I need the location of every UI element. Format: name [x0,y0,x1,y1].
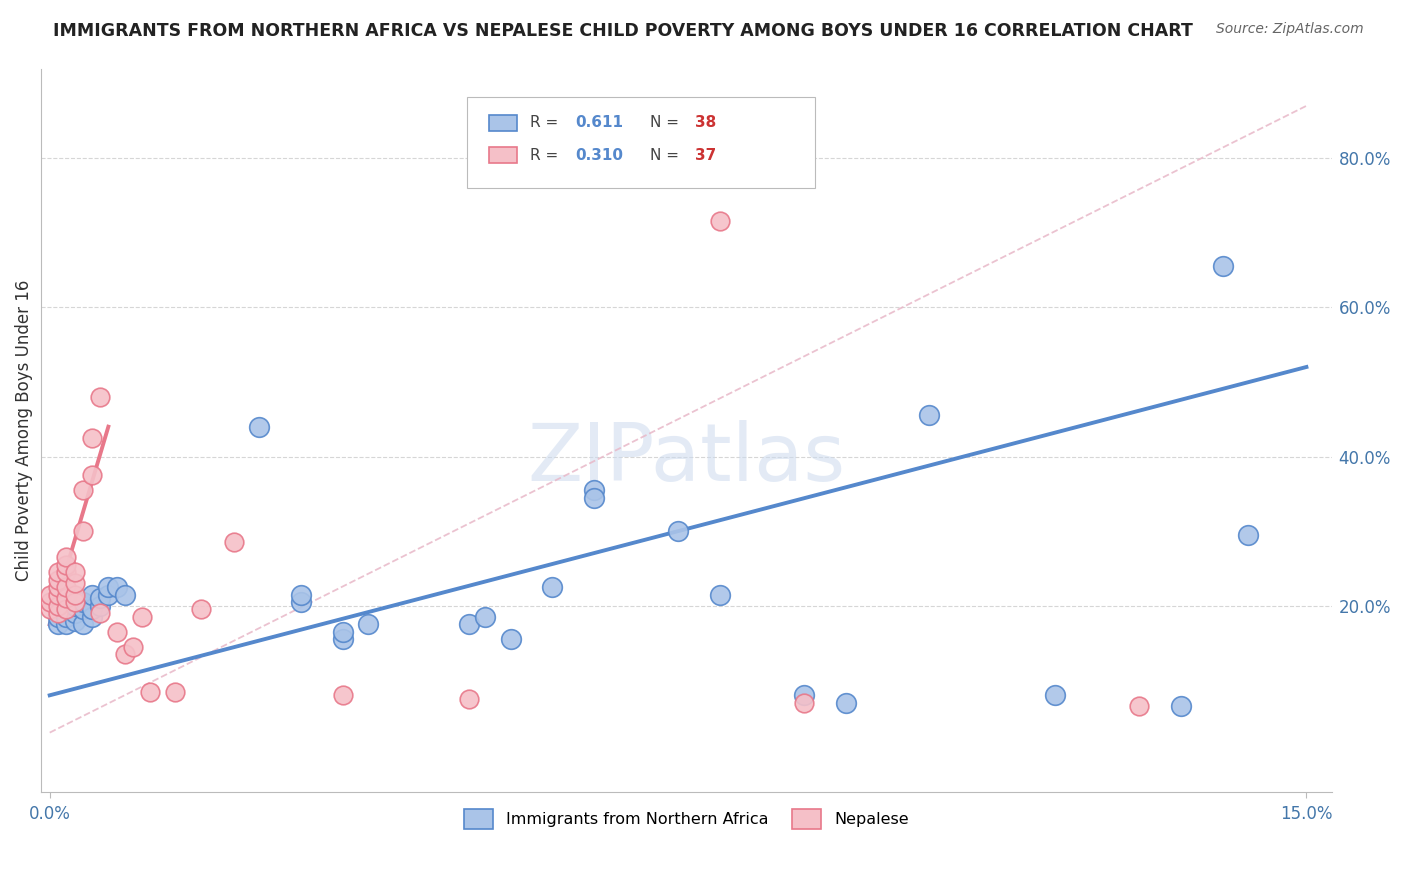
Point [97,580,120,594]
Point [55,602,77,616]
Point [38,588,60,602]
Point [80,588,103,602]
Point [114,647,136,661]
Point [793,688,815,702]
Point [793,696,815,710]
Point [72,617,94,632]
Point [63,614,86,628]
Point [46,617,69,632]
Point [222,535,245,549]
Point [55,602,77,616]
Point [46,588,69,602]
Point [80,468,103,483]
Point [63,599,86,613]
Point [38,595,60,609]
Point [38,602,60,616]
Point [89,606,111,620]
Point [55,610,77,624]
Point [46,580,69,594]
Point [1236,528,1258,542]
Point [332,688,354,702]
Point [541,580,564,594]
Point [139,684,162,698]
Point [55,617,77,632]
Point [290,588,312,602]
Point [332,624,354,639]
Point [290,595,312,609]
FancyBboxPatch shape [467,97,815,188]
Point [89,591,111,606]
Point [97,588,120,602]
Text: 0.310: 0.310 [575,148,623,163]
Point [89,390,111,404]
Text: N =: N = [651,115,685,130]
Point [709,588,731,602]
Text: ZIPatlas: ZIPatlas [527,420,845,499]
Point [55,591,77,606]
FancyBboxPatch shape [489,115,517,131]
Point [46,565,69,579]
Legend: Immigrants from Northern Africa, Nepalese: Immigrants from Northern Africa, Nepales… [458,803,915,835]
Point [474,610,496,624]
Point [583,491,606,505]
Point [55,565,77,579]
Point [457,617,479,632]
Point [55,550,77,565]
Point [80,431,103,445]
Point [918,409,941,423]
Point [46,573,69,587]
Point [63,565,86,579]
Point [63,588,86,602]
Point [46,599,69,613]
Point [1043,688,1066,702]
Point [190,602,212,616]
Point [165,684,187,698]
Point [247,419,270,434]
Point [122,640,145,654]
Point [105,580,128,594]
Point [114,588,136,602]
Text: Source: ZipAtlas.com: Source: ZipAtlas.com [1216,22,1364,37]
Point [72,602,94,616]
Point [46,606,69,620]
Text: N =: N = [651,148,685,163]
Point [72,483,94,497]
Text: R =: R = [530,115,564,130]
Point [63,576,86,591]
Point [1170,699,1192,714]
Point [63,595,86,609]
Point [332,632,354,647]
Point [55,558,77,572]
Point [105,624,128,639]
Point [457,692,479,706]
Point [46,610,69,624]
Text: 38: 38 [696,115,717,130]
Point [1212,259,1234,273]
Point [55,580,77,594]
Text: IMMIGRANTS FROM NORTHERN AFRICA VS NEPALESE CHILD POVERTY AMONG BOYS UNDER 16 CO: IMMIGRANTS FROM NORTHERN AFRICA VS NEPAL… [53,22,1194,40]
Point [357,617,380,632]
Point [89,599,111,613]
Point [72,524,94,538]
Point [834,696,856,710]
Text: 0.611: 0.611 [575,115,623,130]
Point [499,632,522,647]
Point [131,610,153,624]
Point [709,214,731,228]
Point [583,483,606,497]
Text: R =: R = [530,148,564,163]
Point [80,610,103,624]
Point [72,595,94,609]
FancyBboxPatch shape [489,147,517,163]
Y-axis label: Child Poverty Among Boys Under 16: Child Poverty Among Boys Under 16 [15,280,32,581]
Point [1128,699,1150,714]
Point [80,602,103,616]
Point [63,606,86,620]
Text: 37: 37 [696,148,717,163]
Point [666,524,689,538]
